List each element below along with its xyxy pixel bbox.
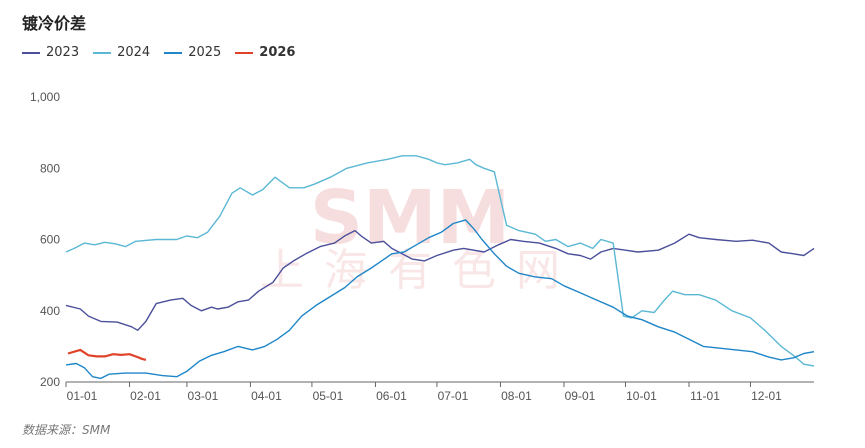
x-tick-label: 11-01 [690,389,720,403]
legend-item-2024[interactable]: 2024 [93,45,150,60]
legend-swatch [22,51,40,54]
legend-label: 2023 [46,45,80,60]
y-tick-label: 1,000 [30,90,60,104]
legend-label: 2024 [117,45,151,60]
x-tick-label: 03-01 [188,389,219,403]
x-tick-label: 05-01 [313,389,344,403]
x-tick-label: 12-01 [751,389,782,403]
series-layer [65,155,815,380]
chart-title: 镀冷价差 [22,14,87,33]
series-line-2024 [65,155,815,367]
x-tick-label: 10-01 [626,389,657,403]
legend-item-2023[interactable]: 2023 [22,45,79,60]
x-tick-label: 02-01 [130,389,161,403]
y-tick-label: 400 [40,304,60,318]
legend-item-2025[interactable]: 2025 [164,45,221,60]
watermark-subtitle-text: 上海有色网 [260,245,580,296]
x-tick-label: 01-01 [67,389,98,403]
chart-legend: 2023 2024 2025 2026 [22,45,295,60]
data-source-note: 数据来源：SMM [22,423,111,437]
watermark: SMM 上海有色网 [260,175,580,296]
y-tick-label: 600 [40,233,60,247]
x-tick-label: 04-01 [251,389,282,403]
legend-item-2026[interactable]: 2026 [235,45,295,60]
x-tick-label: 06-01 [376,389,407,403]
legend-label: 2025 [188,45,222,60]
legend-label: 2026 [259,45,296,60]
legend-swatch [235,51,254,54]
series-line-2023 [65,229,815,331]
x-tick-label: 09-01 [565,389,596,403]
series-line-2025 [65,219,815,380]
legend-swatch [93,51,112,54]
x-tick-label: 07-01 [438,389,469,403]
series-line-2026 [67,348,147,361]
legend-swatch [164,51,183,54]
x-tick-label: 08-01 [501,389,532,403]
axes: 200 400 600 800 1,000 01-01 02-01 03-01 04-01 05-… [30,90,814,403]
y-tick-label: 800 [40,161,60,175]
watermark-logo-text: SMM [310,175,511,261]
y-tick-label: 200 [40,375,60,389]
